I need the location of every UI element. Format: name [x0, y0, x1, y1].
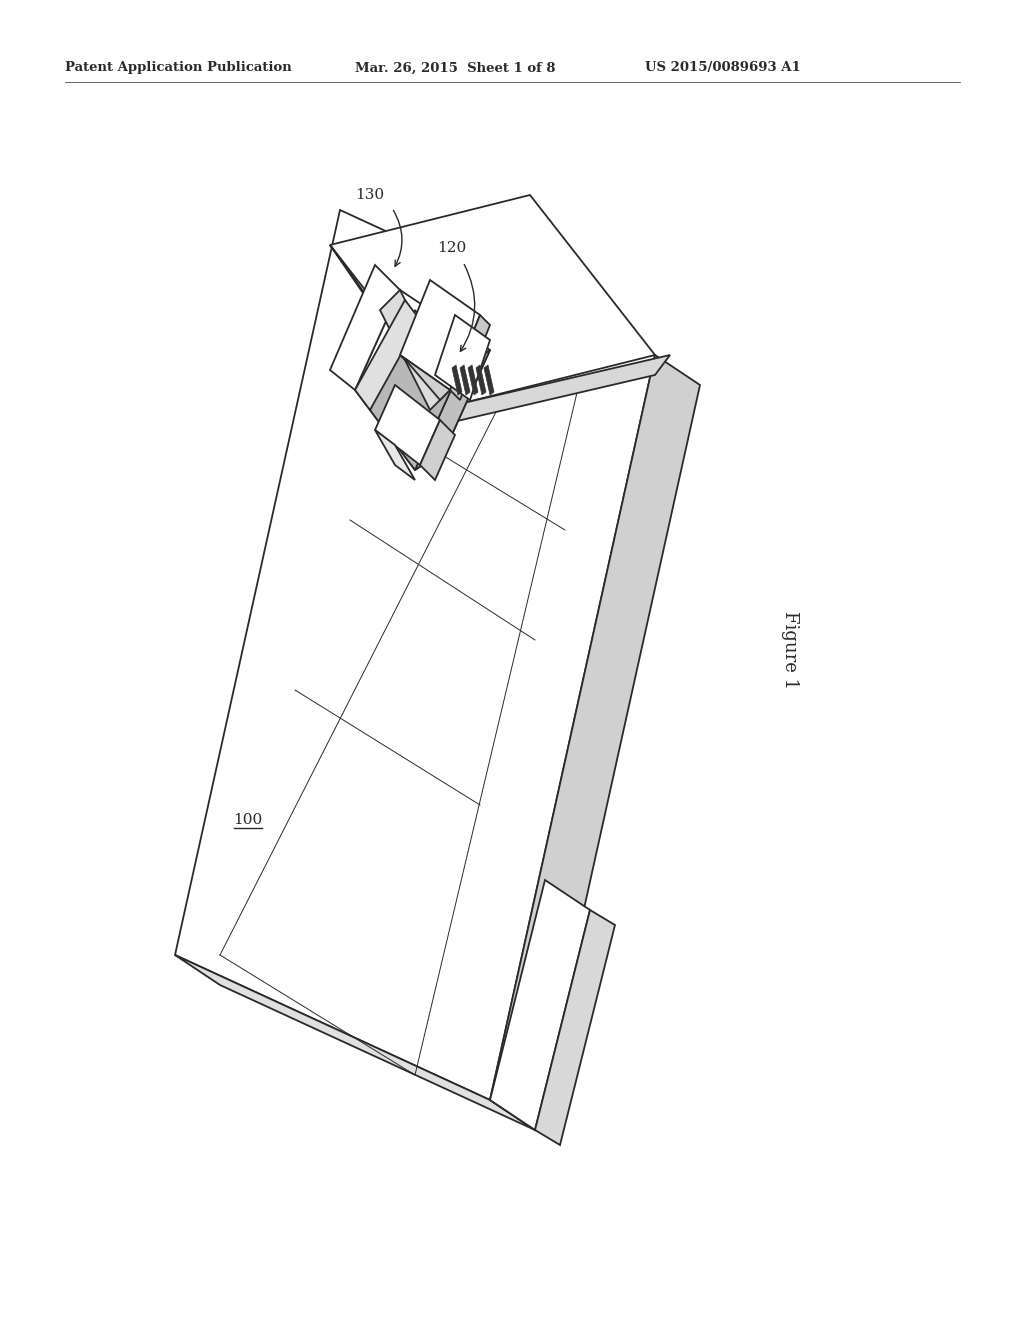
Polygon shape	[330, 195, 655, 405]
Polygon shape	[355, 290, 490, 450]
Polygon shape	[450, 315, 490, 400]
Text: US 2015/0089693 A1: US 2015/0089693 A1	[645, 62, 801, 74]
Text: Figure 1: Figure 1	[781, 611, 799, 689]
Text: 100: 100	[233, 813, 262, 828]
Polygon shape	[175, 210, 655, 1100]
Polygon shape	[484, 366, 494, 395]
Polygon shape	[380, 290, 450, 411]
Polygon shape	[435, 315, 490, 400]
Polygon shape	[375, 430, 415, 480]
Polygon shape	[330, 246, 455, 425]
Polygon shape	[490, 355, 700, 1130]
Polygon shape	[535, 909, 615, 1144]
Polygon shape	[440, 355, 670, 425]
Polygon shape	[490, 880, 590, 1130]
Polygon shape	[355, 300, 420, 411]
Polygon shape	[355, 389, 445, 470]
Text: 130: 130	[355, 187, 385, 202]
Polygon shape	[375, 385, 440, 465]
Polygon shape	[370, 310, 460, 470]
Polygon shape	[415, 350, 490, 470]
Text: Mar. 26, 2015  Sheet 1 of 8: Mar. 26, 2015 Sheet 1 of 8	[355, 62, 555, 74]
Polygon shape	[460, 366, 470, 395]
Polygon shape	[330, 265, 400, 389]
Polygon shape	[175, 954, 535, 1130]
Polygon shape	[400, 355, 450, 400]
Polygon shape	[420, 420, 455, 480]
Polygon shape	[476, 366, 486, 395]
Polygon shape	[400, 280, 480, 389]
Polygon shape	[452, 366, 462, 395]
Polygon shape	[468, 366, 478, 395]
Text: Patent Application Publication: Patent Application Publication	[65, 62, 292, 74]
Text: 120: 120	[437, 242, 467, 255]
